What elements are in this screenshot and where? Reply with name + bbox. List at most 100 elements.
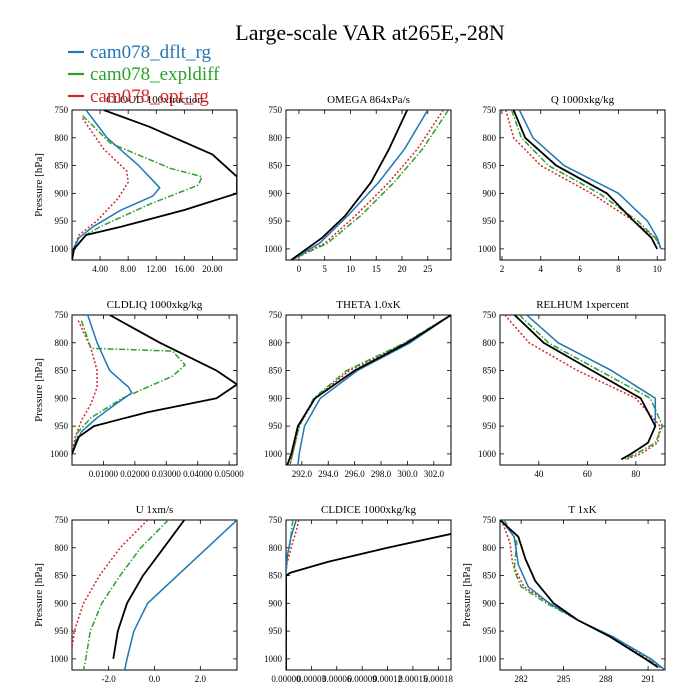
x-tick-label: 292.0: [292, 469, 313, 479]
chart-panel-9: T 1xK Pressure [hPa] 750 800 850 900 950 1000 28…: [461, 504, 666, 684]
series-line-dflt: [72, 315, 133, 455]
y-tick-label: 850: [269, 571, 283, 581]
y-tick-label: 750: [55, 515, 69, 525]
y-tick-label: 1000: [478, 449, 497, 459]
series-line-obs: [72, 110, 237, 260]
y-tick-label: 750: [269, 105, 283, 115]
x-tick-label: 2.0: [195, 674, 207, 684]
series-line-expl: [503, 520, 662, 668]
x-tick-label: 8.00: [120, 264, 136, 274]
series-line-obs: [500, 520, 659, 668]
y-tick-label: 1000: [478, 654, 497, 664]
panel-grid: CLOUD 100xfraction Pressure [hPa] 750 800 85…: [33, 94, 666, 684]
x-tick-label: 0.00003: [297, 674, 327, 684]
series-line-dflt: [123, 520, 237, 670]
x-tick-label: 0.00009: [348, 674, 378, 684]
x-tick-label: 0.04000: [183, 469, 213, 479]
y-tick-label: 900: [269, 188, 283, 198]
plot-frame: [71, 109, 238, 261]
y-tick-label: 950: [483, 626, 497, 636]
y-tick-label: 1000: [50, 244, 69, 254]
series-line-obs: [72, 315, 237, 455]
y-tick-label: 750: [55, 310, 69, 320]
panel-title: THETA 1.0xK: [336, 299, 401, 311]
y-tick-label: 950: [55, 421, 69, 431]
plot-frame: [71, 314, 238, 466]
y-tick-label: 900: [269, 393, 283, 403]
x-tick-label: 0.05000: [215, 469, 245, 479]
x-tick-label: 10: [346, 264, 356, 274]
x-tick-label: 294.0: [318, 469, 339, 479]
x-tick-label: 2: [500, 264, 505, 274]
chart-panel-6: RELHUM 1xpercent 750 800 850 900 950 1000 40 60 8…: [478, 299, 666, 479]
y-tick-label: 900: [269, 598, 283, 608]
panel-title: T 1xK: [568, 504, 596, 516]
series-line-opt: [290, 110, 444, 260]
chart-panel-1: CLOUD 100xfraction Pressure [hPa] 750 800 85…: [33, 94, 238, 274]
x-tick-label: 40: [534, 469, 544, 479]
panel-title: CLOUD 100xfraction: [106, 94, 203, 106]
chart-panel-2: OMEGA 864xPa/s 750 800 850 900 950 1000 0 5 10 15 2…: [264, 94, 452, 274]
series-line-opt: [72, 320, 98, 455]
series-line-opt: [72, 520, 149, 648]
legend-label: cam078_expldiff: [90, 64, 220, 85]
y-tick-label: 900: [483, 188, 497, 198]
y-tick-label: 800: [269, 338, 283, 348]
x-tick-label: 300.0: [397, 469, 418, 479]
y-tick-label: 850: [483, 366, 497, 376]
y-axis-label: Pressure [hPa]: [461, 563, 473, 627]
series-line-expl: [72, 115, 203, 260]
y-tick-label: 950: [269, 626, 283, 636]
x-tick-label: 0.0: [149, 674, 161, 684]
x-tick-label: 285: [557, 674, 571, 684]
chart-panel-5: THETA 1.0xK 750 800 850 900 950 1000 292.0 294.0…: [264, 299, 452, 479]
panel-title: CLDLIQ 1000xkg/kg: [107, 299, 203, 311]
legend-label: cam078_opt_rg: [90, 86, 209, 107]
series-line-obs: [112, 520, 186, 660]
y-tick-label: 1000: [264, 449, 283, 459]
y-tick-label: 750: [483, 310, 497, 320]
x-tick-label: 0.00012: [373, 674, 402, 684]
panel-title: U 1xm/s: [136, 504, 174, 516]
x-tick-label: 60: [583, 469, 593, 479]
plot-frame: [285, 519, 452, 671]
series-line-obs: [513, 315, 657, 461]
series-line-dflt: [500, 520, 665, 670]
plot-frame: [285, 314, 452, 466]
plot-frame: [499, 519, 666, 671]
x-tick-label: 10: [653, 264, 663, 274]
y-tick-label: 950: [483, 216, 497, 226]
x-tick-label: 80: [631, 469, 641, 479]
y-tick-label: 1000: [264, 654, 283, 664]
legend: cam078_dflt_rgcam078_expldiffcam078_opt_…: [68, 42, 220, 107]
y-tick-label: 750: [55, 105, 69, 115]
y-axis-label: Pressure [hPa]: [33, 358, 45, 422]
series-line-dflt: [72, 110, 161, 260]
series-line-expl: [290, 110, 450, 260]
series-line-obs: [286, 315, 451, 465]
x-tick-label: 15: [372, 264, 382, 274]
y-tick-label: 850: [483, 161, 497, 171]
x-tick-label: 0.03000: [152, 469, 182, 479]
y-tick-label: 850: [269, 366, 283, 376]
series-line-dflt: [297, 315, 451, 465]
x-tick-label: 0.00015: [398, 674, 428, 684]
y-tick-label: 750: [483, 105, 497, 115]
y-tick-label: 900: [483, 598, 497, 608]
x-tick-label: 0.00000: [271, 674, 301, 684]
y-tick-label: 1000: [50, 449, 69, 459]
x-tick-label: 4.00: [92, 264, 108, 274]
y-tick-label: 900: [55, 393, 69, 403]
x-tick-label: 20.00: [202, 264, 223, 274]
y-tick-label: 800: [55, 133, 69, 143]
series-line-dflt: [518, 110, 662, 250]
series-line-dflt: [526, 315, 657, 461]
y-tick-label: 900: [483, 393, 497, 403]
x-tick-label: 5: [322, 264, 327, 274]
panel-title: CLDICE 1000xkg/kg: [321, 504, 417, 516]
x-tick-label: 25: [423, 264, 433, 274]
x-tick-label: 291: [641, 674, 655, 684]
x-tick-label: 0.00018: [424, 674, 454, 684]
